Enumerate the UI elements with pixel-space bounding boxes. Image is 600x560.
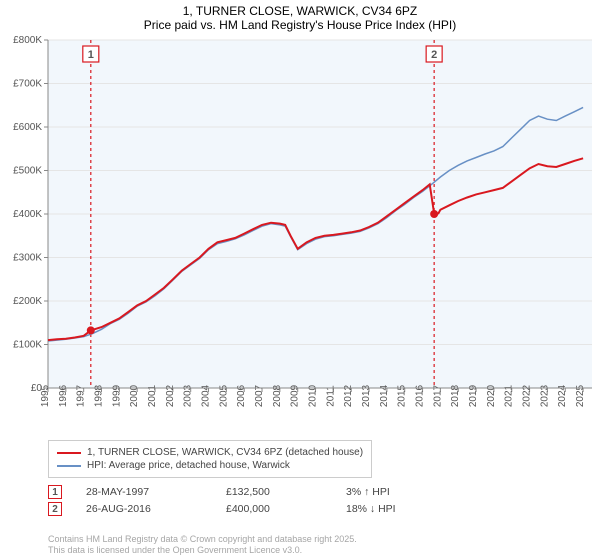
footer-line2: This data is licensed under the Open Gov… [48,545,357,556]
footer-line1: Contains HM Land Registry data © Crown c… [48,534,357,545]
transaction-date: 26-AUG-2016 [86,503,226,515]
transaction-row: 1 28-MAY-1997£132,5003% ↑ HPI [48,485,456,499]
svg-text:1: 1 [88,49,94,61]
svg-text:£800K: £800K [13,36,42,46]
svg-text:£500K: £500K [13,166,42,177]
transaction-diff: 3% ↑ HPI [346,486,456,498]
transaction-diff: 18% ↓ HPI [346,503,456,515]
chart: £0£100K£200K£300K£400K£500K£600K£700K£80… [0,36,600,436]
transaction-price: £400,000 [226,503,346,515]
transactions-table: 1 28-MAY-1997£132,5003% ↑ HPI 2 26-AUG-2016… [48,482,456,519]
svg-text:£100K: £100K [13,340,42,351]
svg-text:£300K: £300K [13,253,42,264]
svg-text:£600K: £600K [13,122,42,133]
svg-text:£700K: £700K [13,79,42,90]
legend-label: 1, TURNER CLOSE, WARWICK, CV34 6PZ (deta… [87,447,363,458]
legend-item: 1, TURNER CLOSE, WARWICK, CV34 6PZ (deta… [57,447,363,458]
title-line1: 1, TURNER CLOSE, WARWICK, CV34 6PZ [0,0,600,18]
svg-text:2: 2 [431,49,437,61]
transaction-row: 2 26-AUG-2016£400,00018% ↓ HPI [48,502,456,516]
transaction-price: £132,500 [226,486,346,498]
svg-text:£200K: £200K [13,296,42,307]
legend-swatch [57,465,81,467]
transaction-marker: 1 [48,485,62,499]
footer-attribution: Contains HM Land Registry data © Crown c… [48,534,357,556]
title-line2: Price paid vs. HM Land Registry's House … [0,18,600,36]
legend-swatch [57,452,81,454]
transaction-date: 28-MAY-1997 [86,486,226,498]
legend: 1, TURNER CLOSE, WARWICK, CV34 6PZ (deta… [48,440,372,478]
legend-item: HPI: Average price, detached house, Warw… [57,460,363,471]
legend-label: HPI: Average price, detached house, Warw… [87,460,290,471]
transaction-marker: 2 [48,502,62,516]
svg-text:£400K: £400K [13,209,42,220]
